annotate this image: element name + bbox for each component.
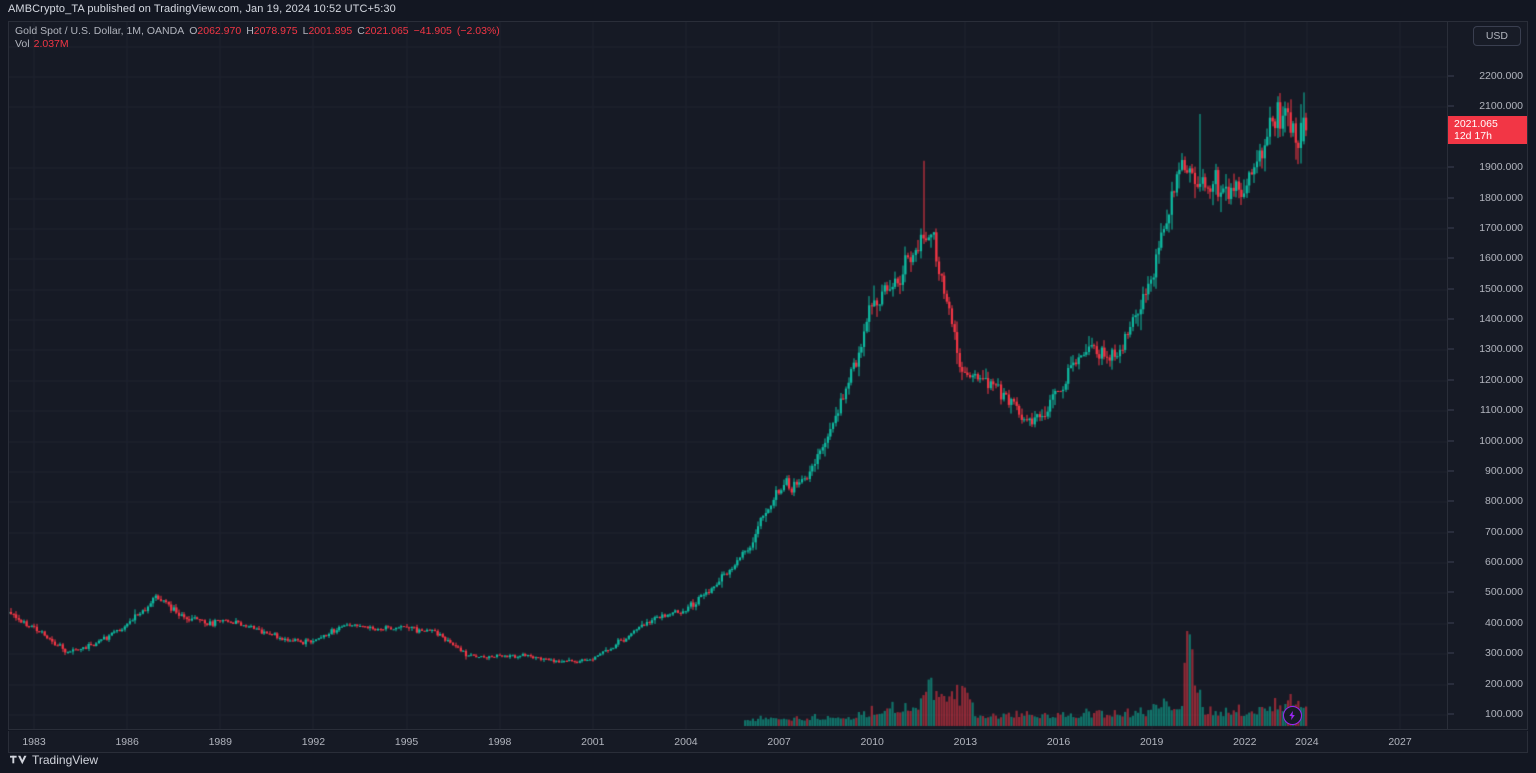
volume-value: 2.037M <box>33 38 69 50</box>
price-tick-label: 1200.000 <box>1479 373 1523 386</box>
ohlc-high: H2078.975 <box>246 25 297 38</box>
time-tick-label: 1989 <box>208 736 232 748</box>
price-tick-label: 700.000 <box>1485 525 1523 538</box>
price-tick-label: 1100.000 <box>1479 404 1523 417</box>
ohlc-close: C2021.065 <box>357 25 408 38</box>
tradingview-logo-icon <box>10 755 27 765</box>
currency-unit-chip[interactable]: USD <box>1472 26 1521 46</box>
price-tick-dash <box>1448 197 1454 199</box>
time-tick-label: 2022 <box>1233 736 1257 748</box>
price-tick-label: 1600.000 <box>1479 252 1523 265</box>
price-tick-dash <box>1448 470 1454 472</box>
price-tick-dash <box>1448 713 1454 715</box>
price-tick-label: 2200.000 <box>1479 70 1523 82</box>
price-tick-label: 1400.000 <box>1479 313 1523 326</box>
price-tick-label: 1900.000 <box>1479 161 1523 174</box>
price-tick-dash <box>1448 683 1454 685</box>
price-tick-label: 1500.000 <box>1479 282 1523 295</box>
price-tick-dash <box>1448 257 1454 259</box>
time-tick-label: 2019 <box>1139 736 1164 748</box>
ohlc-low-value: 2001.895 <box>308 25 353 37</box>
price-tick-dash <box>1448 591 1454 593</box>
price-tick-label: 800.000 <box>1485 495 1523 508</box>
price-tick-dash <box>1448 75 1454 77</box>
time-tick-label: 1983 <box>22 736 46 748</box>
time-tick-label: 1992 <box>301 736 326 748</box>
tradingview-brand[interactable]: TradingView <box>10 753 98 767</box>
price-tick-label: 2100.000 <box>1479 100 1523 113</box>
ohlc-high-value: 2078.975 <box>253 25 298 37</box>
price-tick-dash <box>1448 531 1454 533</box>
bar-countdown: 12d 17h <box>1454 130 1492 143</box>
price-tick-dash <box>1448 348 1454 350</box>
volume-label[interactable]: Vol <box>15 38 30 50</box>
volume-series <box>9 22 1527 729</box>
time-tick-label: 2010 <box>860 736 884 748</box>
time-tick-label: 2004 <box>674 736 698 748</box>
publisher-bar: AMBCrypto_TA published on TradingView.co… <box>0 0 1536 18</box>
time-tick-label: 2001 <box>581 736 605 748</box>
price-tick-label: 200.000 <box>1485 677 1523 690</box>
ohlc-low: L2001.895 <box>303 25 353 38</box>
price-tick-dash <box>1448 652 1454 654</box>
time-tick-label: 2013 <box>953 736 978 748</box>
price-tick-dash <box>1448 288 1454 290</box>
price-tick-label: 100.000 <box>1485 708 1523 720</box>
price-tick-dash <box>1448 622 1454 624</box>
time-tick-label: 2024 <box>1295 736 1319 748</box>
symbol-title[interactable]: Gold Spot / U.S. Dollar, 1M, OANDA <box>15 25 185 37</box>
price-tick-label: 400.000 <box>1485 616 1523 629</box>
lightning-bolt-icon[interactable] <box>1282 706 1302 725</box>
price-tick-label: 600.000 <box>1485 556 1523 569</box>
ohlc-open: O2062.970 <box>189 25 241 38</box>
chart-legend: Gold Spot / U.S. Dollar, 1M, OANDA O2062… <box>15 25 500 51</box>
price-tick-dash <box>1448 105 1454 107</box>
price-tick-dash <box>1448 440 1454 442</box>
price-tick-dash <box>1448 318 1454 320</box>
ohlc-close-value: 2021.065 <box>364 25 409 37</box>
price-tick-label: 1800.000 <box>1479 191 1523 204</box>
price-tick-label: 1000.000 <box>1479 434 1523 447</box>
ohlc-low-key: L <box>302 25 309 37</box>
price-tick-dash <box>1448 561 1454 563</box>
price-tick-dash <box>1448 227 1454 229</box>
price-tick-label: 1700.000 <box>1479 221 1523 234</box>
price-tick-dash <box>1448 500 1454 502</box>
price-tick-label: 1300.000 <box>1479 343 1523 356</box>
ohlc-high-key: H <box>246 25 254 37</box>
price-tick-dash <box>1448 379 1454 381</box>
price-tick-dash <box>1448 166 1454 168</box>
time-tick-label: 1998 <box>487 736 512 748</box>
publisher-text: AMBCrypto_TA published on TradingView.co… <box>8 3 396 15</box>
brand-name: TradingView <box>32 753 99 767</box>
time-tick-label: 1995 <box>394 736 419 748</box>
legend-ohlc-row: Gold Spot / U.S. Dollar, 1M, OANDA O2062… <box>15 25 500 38</box>
current-price-value: 2021.065 <box>1454 118 1498 131</box>
time-tick-label: 1986 <box>115 736 139 748</box>
change-percent: (−2.03%) <box>456 25 500 37</box>
price-tick-label: 500.000 <box>1485 586 1523 599</box>
ohlc-open-value: 2062.970 <box>197 25 242 37</box>
price-scale[interactable]: USD 2200.000 2100.000 1900.000 1800.000 1700… <box>1447 22 1527 729</box>
time-tick-label: 2027 <box>1388 736 1412 748</box>
legend-volume-row: Vol 2.037M <box>15 38 500 51</box>
time-tick-label: 2016 <box>1046 736 1071 748</box>
ohlc-close-key: C <box>357 25 365 37</box>
price-tick-dash <box>1448 409 1454 411</box>
chart-frame[interactable]: Gold Spot / U.S. Dollar, 1M, OANDA O2062… <box>8 21 1528 730</box>
price-tick-label: 300.000 <box>1485 647 1523 660</box>
time-tick-label: 2007 <box>767 736 791 748</box>
current-price-badge[interactable]: 2021.065 12d 17h <box>1448 116 1527 145</box>
ohlc-open-key: O <box>189 25 198 37</box>
price-tick-label: 900.000 <box>1485 464 1523 477</box>
time-scale[interactable]: 1983 1986 1989 1992 1995 1998 2001 2004 2007 2010… <box>8 731 1528 753</box>
change-absolute: −41.905 <box>413 25 452 37</box>
plot-area[interactable] <box>9 22 1527 729</box>
